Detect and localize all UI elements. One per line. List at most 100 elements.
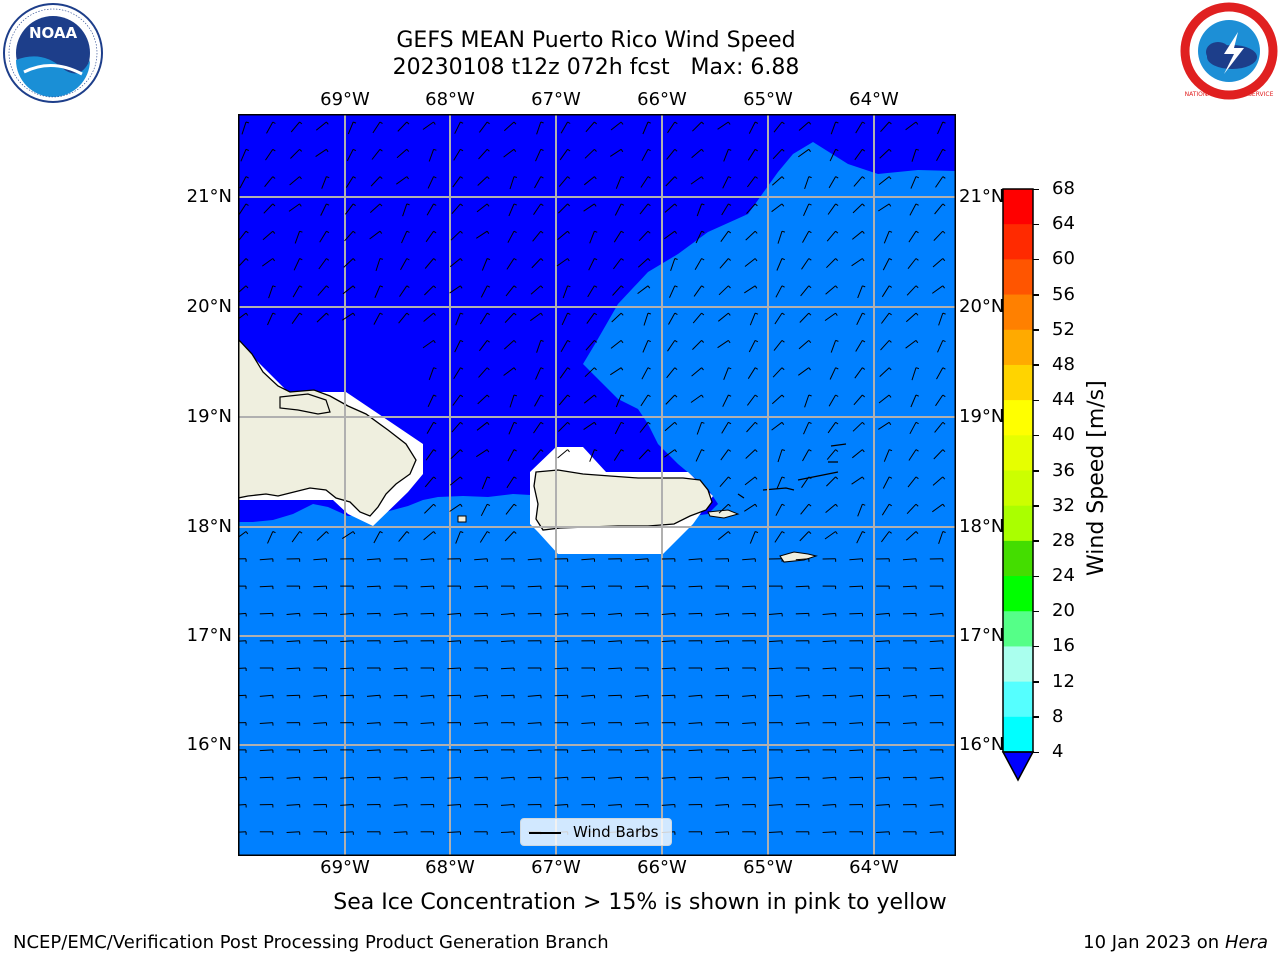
- wind-barb-feather: [915, 230, 919, 234]
- wind-barb: [768, 694, 783, 697]
- wind-barb: [393, 640, 407, 643]
- wind-barb: [742, 722, 756, 724]
- colorbar-tick-label: 48: [1052, 353, 1075, 375]
- wind-barb: [664, 203, 676, 213]
- wind-barb: [906, 503, 917, 515]
- wind-barb-feather: [540, 148, 544, 151]
- wind-barb-feather: [701, 421, 705, 424]
- wind-barb: [692, 312, 702, 324]
- wind-barb: [849, 749, 863, 752]
- wind-barb-feather: [835, 394, 839, 397]
- wind-barb-feather: [272, 121, 276, 124]
- wind-barb-feather: [915, 531, 919, 535]
- wind-barb-feather: [594, 258, 598, 261]
- wind-barb: [447, 612, 461, 615]
- wind-barb: [715, 804, 729, 806]
- wind-barb: [480, 285, 488, 298]
- wind-barb: [906, 285, 917, 296]
- wind-barb-feather: [888, 203, 892, 207]
- wind-barb-feather: [835, 176, 839, 179]
- wind-barb: [527, 585, 541, 588]
- wind-barb-feather: [674, 176, 678, 180]
- wind-barb: [798, 340, 810, 350]
- wind-barb-feather: [433, 394, 437, 397]
- wind-barb-feather: [674, 230, 678, 234]
- wind-barb-feather: [513, 449, 517, 452]
- wind-barb: [929, 804, 943, 806]
- wind-barb: [286, 667, 300, 670]
- wind-barb: [608, 804, 622, 806]
- wind-barb: [340, 804, 354, 806]
- lat-tick-right-19: 19°N: [959, 406, 1005, 427]
- wind-barb-feather: [486, 421, 490, 426]
- wind-barb: [554, 776, 568, 779]
- wind-barb: [481, 476, 488, 490]
- wind-barb: [688, 558, 702, 561]
- mona-island: [457, 515, 467, 523]
- wind-barb: [425, 449, 435, 461]
- wind-barb: [615, 176, 622, 189]
- wind-barb-feather: [728, 258, 732, 261]
- wind-barb-feather: [942, 476, 946, 480]
- wind-barb: [611, 312, 622, 323]
- colorbar-tick-mark: [1033, 294, 1039, 296]
- wind-barb: [669, 285, 676, 298]
- wind-barb-feather: [406, 176, 410, 180]
- wind-barb-feather: [835, 121, 839, 124]
- wind-barb-feather: [433, 476, 437, 480]
- wind-barb: [929, 640, 943, 643]
- colorbar-band: [1003, 435, 1033, 472]
- wind-barb-feather: [352, 230, 356, 234]
- wind-barb: [608, 776, 622, 779]
- nws-logo-text: NATIONAL WEATHER SERVICE: [1185, 91, 1274, 98]
- wind-barb: [581, 722, 595, 724]
- wind-barb: [239, 285, 247, 293]
- wind-barb: [717, 121, 729, 130]
- colorbar-band: [1003, 189, 1033, 225]
- wind-barb-feather: [487, 258, 491, 261]
- wind-barb: [772, 148, 783, 160]
- wind-barb: [507, 230, 515, 243]
- colorbar-graphic: [1001, 188, 1035, 782]
- wind-barb: [828, 394, 837, 407]
- wind-barb-feather: [621, 176, 625, 179]
- wind-barb: [291, 531, 301, 543]
- wind-barb: [527, 612, 541, 615]
- wind-barb: [935, 176, 944, 188]
- wind-barb: [313, 612, 327, 615]
- wind-barb: [420, 558, 434, 561]
- wind-barb: [826, 449, 836, 460]
- wind-barb: [801, 258, 810, 270]
- wind-barb-feather: [647, 121, 651, 124]
- colorbar-band: [1003, 716, 1033, 753]
- wind-barb: [668, 312, 676, 325]
- wind-barb: [293, 258, 301, 271]
- wind-barb: [294, 231, 301, 244]
- wind-barb-feather: [245, 176, 249, 179]
- wind-barb: [637, 285, 649, 295]
- wind-barb: [722, 176, 729, 189]
- map-panel: [238, 114, 956, 860]
- wind-barb-feather: [326, 230, 330, 234]
- wind-barb-feather: [406, 531, 410, 534]
- wind-barb: [342, 531, 354, 540]
- wind-barb: [423, 531, 434, 541]
- wind-barb: [316, 312, 327, 323]
- wind-barb: [530, 285, 542, 295]
- wind-barb-feather: [915, 476, 919, 480]
- wind-barb-feather: [593, 203, 597, 207]
- wind-barb: [313, 585, 327, 588]
- wind-barb-feather: [245, 531, 249, 535]
- wind-barb-feather: [754, 449, 758, 453]
- wind-barb-feather: [567, 121, 571, 124]
- wind-barb-feather: [728, 531, 731, 535]
- wind-barb: [744, 258, 756, 267]
- wind-barb-feather: [460, 203, 464, 207]
- wind-barb: [744, 285, 756, 294]
- colorbar-tick-mark: [1033, 223, 1039, 226]
- wind-barb: [642, 340, 649, 353]
- wind-barb: [554, 612, 568, 615]
- wind-barb-feather: [245, 312, 249, 316]
- wind-barb-feather: [915, 176, 919, 179]
- wind-barb-feather: [808, 476, 812, 480]
